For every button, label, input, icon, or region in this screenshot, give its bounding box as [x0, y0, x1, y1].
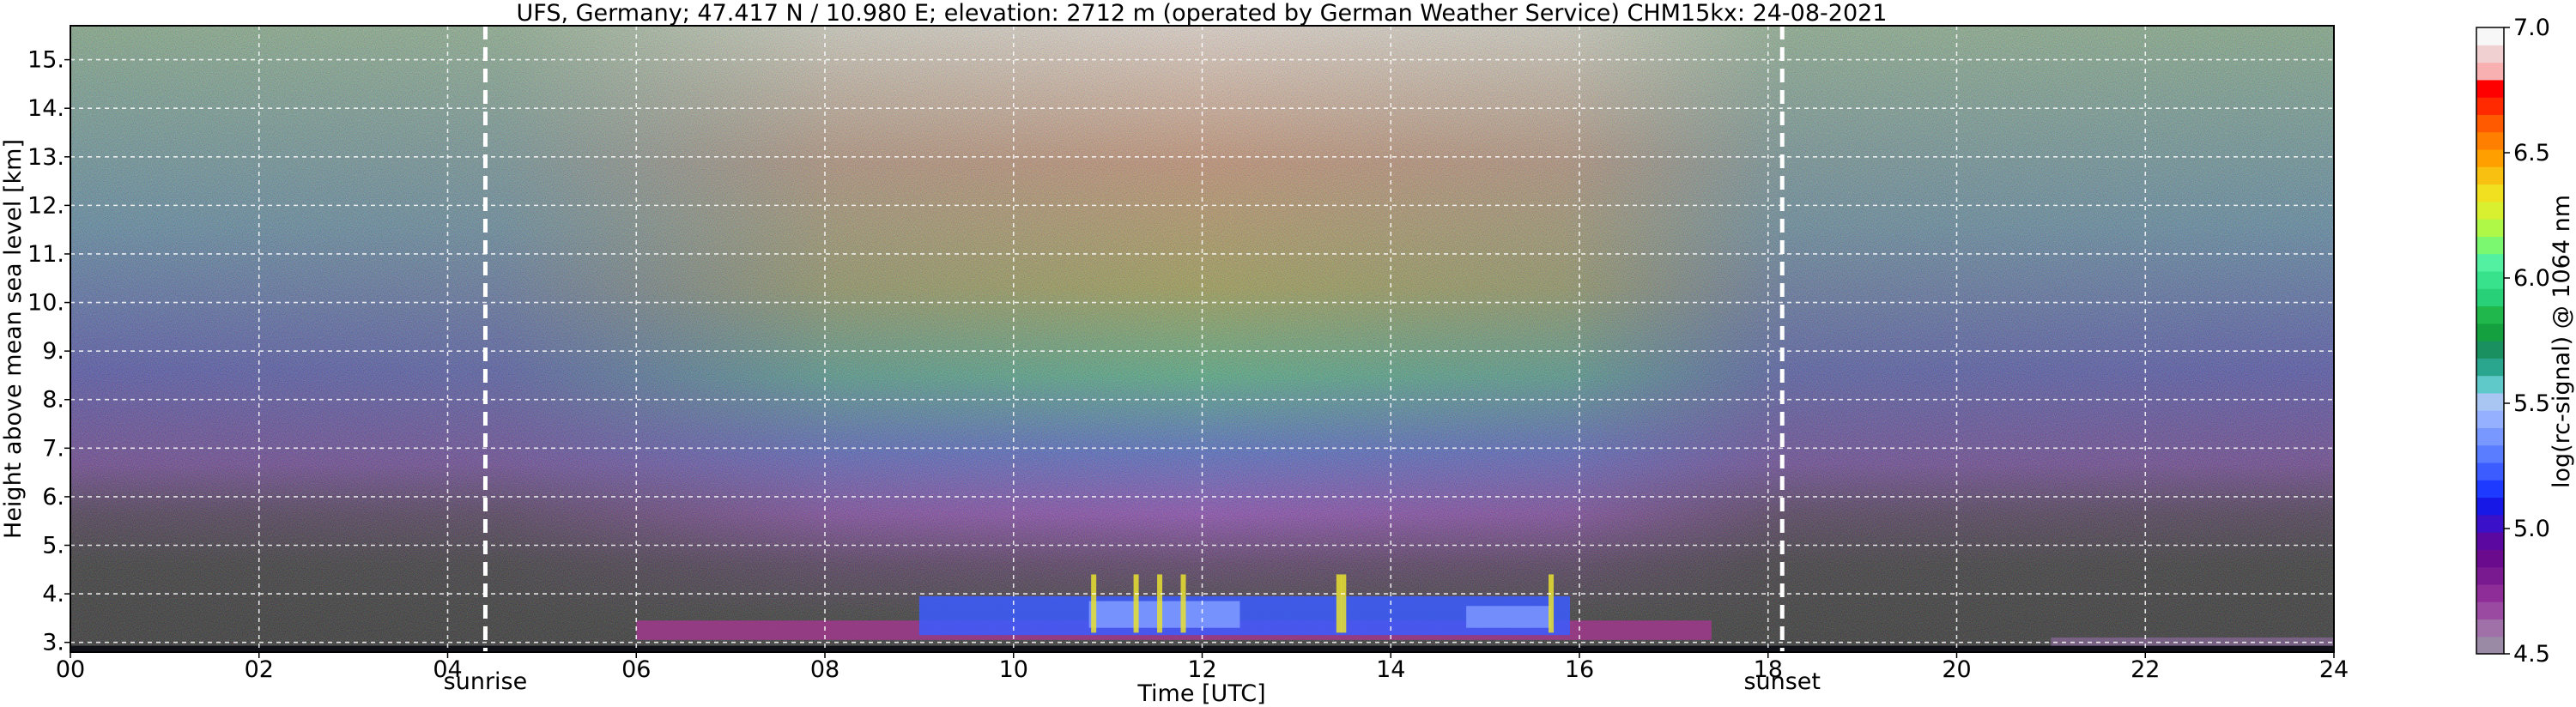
chart-title: UFS, Germany; 47.417 N / 10.980 E; eleva…	[517, 0, 1888, 27]
x-axis-ticks: 00 02 04 06 08 10 12 14 16 18 20 22 24	[56, 652, 2349, 683]
colorbar-tick-label: 5.5	[2513, 390, 2550, 417]
y-tick-label: 12.	[27, 192, 64, 219]
boundary-spike	[1180, 574, 1186, 633]
y-tick-label: 7.	[42, 435, 64, 462]
boundary-spike	[1157, 574, 1163, 633]
y-tick-label: 3.	[42, 630, 64, 656]
boundary-band-lightblue	[1088, 601, 1240, 628]
colorbar-segment	[2476, 392, 2504, 411]
colorbar-segment	[2476, 236, 2504, 255]
colorbar-segment	[2476, 636, 2504, 655]
x-tick-label: 04	[433, 656, 462, 683]
colorbar-segment	[2476, 97, 2504, 115]
event-lines	[482, 26, 1785, 652]
colorbar-segment	[2476, 114, 2504, 133]
colorbar-segment	[2476, 253, 2504, 272]
event-label-sunset: sunset	[1743, 668, 1821, 695]
colorbar-segment	[2476, 166, 2504, 185]
y-tick-label: 6.	[42, 484, 64, 511]
colorbar-tick-label: 4.5	[2513, 641, 2550, 668]
boundary-band-blue	[918, 595, 1571, 636]
x-tick-label: 18	[1754, 656, 1783, 683]
y-tick-label: 10.	[27, 290, 64, 317]
boundary-spike	[1133, 574, 1139, 633]
y-tick-label: 15.	[27, 47, 64, 74]
x-tick-label: 12	[1187, 656, 1216, 683]
event-label-sunrise: sunrise	[444, 668, 528, 695]
colorbar-segment	[2476, 131, 2504, 150]
colorbar-segment	[2476, 427, 2504, 446]
colorbar-segment	[2476, 375, 2504, 394]
x-axis-label: Time [UTC]	[1136, 680, 1265, 707]
boundary-spike	[1091, 574, 1097, 633]
x-tick-label: 16	[1565, 656, 1594, 683]
y-tick-label: 14.	[27, 95, 64, 122]
colorbar-label: log(rc-signal) @ 1064 nm	[2549, 195, 2575, 488]
y-tick-label: 13.	[27, 144, 64, 171]
colorbar-segment	[2476, 184, 2504, 202]
plot-area	[70, 26, 2334, 652]
colorbar-segment	[2476, 148, 2504, 167]
ground-strip-late	[2051, 638, 2334, 646]
y-tick-label: 8.	[42, 387, 64, 414]
colorbar-segment	[2476, 444, 2504, 463]
x-tick-label: 20	[1942, 656, 1971, 683]
colorbar-tick-label: 7.0	[2513, 15, 2550, 41]
colorbar-segment	[2476, 480, 2504, 499]
y-tick-label: 4.	[42, 581, 64, 607]
x-tick-label: 22	[2131, 656, 2160, 683]
x-tick-label: 24	[2319, 656, 2349, 683]
x-tick-label: 02	[245, 656, 274, 683]
x-tick-label: 14	[1376, 656, 1405, 683]
colorbar-segment	[2476, 566, 2504, 585]
y-tick-label: 5.	[42, 533, 64, 559]
colorbar-segment	[2476, 219, 2504, 237]
colorbar-frame	[2476, 27, 2505, 655]
event-labels: sunrise sunset	[444, 668, 1821, 695]
colorbar-segment	[2476, 62, 2504, 81]
colorbar-segment	[2476, 462, 2504, 480]
ground-strip	[70, 645, 2334, 652]
boundary-spike	[1549, 574, 1555, 633]
colorbar-segment	[2476, 514, 2504, 533]
colorbar-segment	[2476, 305, 2504, 324]
colorbar-segment	[2476, 601, 2504, 620]
colorbar-segment	[2476, 27, 2504, 45]
boundary-spike	[1336, 574, 1342, 633]
colorbar-tick-label: 6.5	[2513, 140, 2550, 166]
boundary-layer	[70, 574, 2334, 652]
colorbar-tick-label: 5.0	[2513, 516, 2550, 542]
y-axis-label: Height above mean sea level [km]	[0, 139, 27, 539]
boundary-band-lightblue-2	[1466, 606, 1552, 628]
colorbar-ticks: 4.5 5.0 5.5 6.0 6.5 7.0	[2504, 15, 2550, 668]
colorbar-segment	[2476, 410, 2504, 428]
y-axis-ticks: 3. 4. 5. 6. 7. 8. 9. 10. 11. 12. 13. 14. 15.	[27, 47, 70, 656]
colorbar-segment	[2476, 583, 2504, 602]
colorbar-segment	[2476, 619, 2504, 638]
colorbar-segment	[2476, 79, 2504, 98]
colorbar-segment	[2476, 358, 2504, 377]
colorbar-segment	[2476, 549, 2504, 568]
colorbar-segment	[2476, 323, 2504, 341]
colorbar-segment	[2476, 288, 2504, 307]
boundary-spike	[1341, 574, 1347, 633]
colorbar-segment	[2476, 532, 2504, 550]
colorbar-segment	[2476, 45, 2504, 63]
colorbar-segment	[2476, 201, 2504, 220]
colorbar-segment	[2476, 497, 2504, 516]
y-tick-label: 11.	[27, 241, 64, 268]
colorbar	[2476, 27, 2505, 655]
x-tick-label: 06	[621, 656, 651, 683]
colorbar-tick-label: 6.0	[2513, 265, 2550, 292]
x-tick-label: 08	[810, 656, 839, 683]
grid-lines	[70, 26, 2334, 652]
colorbar-segment	[2476, 341, 2504, 359]
colorbar-segment	[2476, 270, 2504, 289]
x-tick-label: 10	[999, 656, 1028, 683]
y-tick-label: 9.	[42, 338, 64, 365]
x-tick-label: 00	[56, 656, 85, 683]
